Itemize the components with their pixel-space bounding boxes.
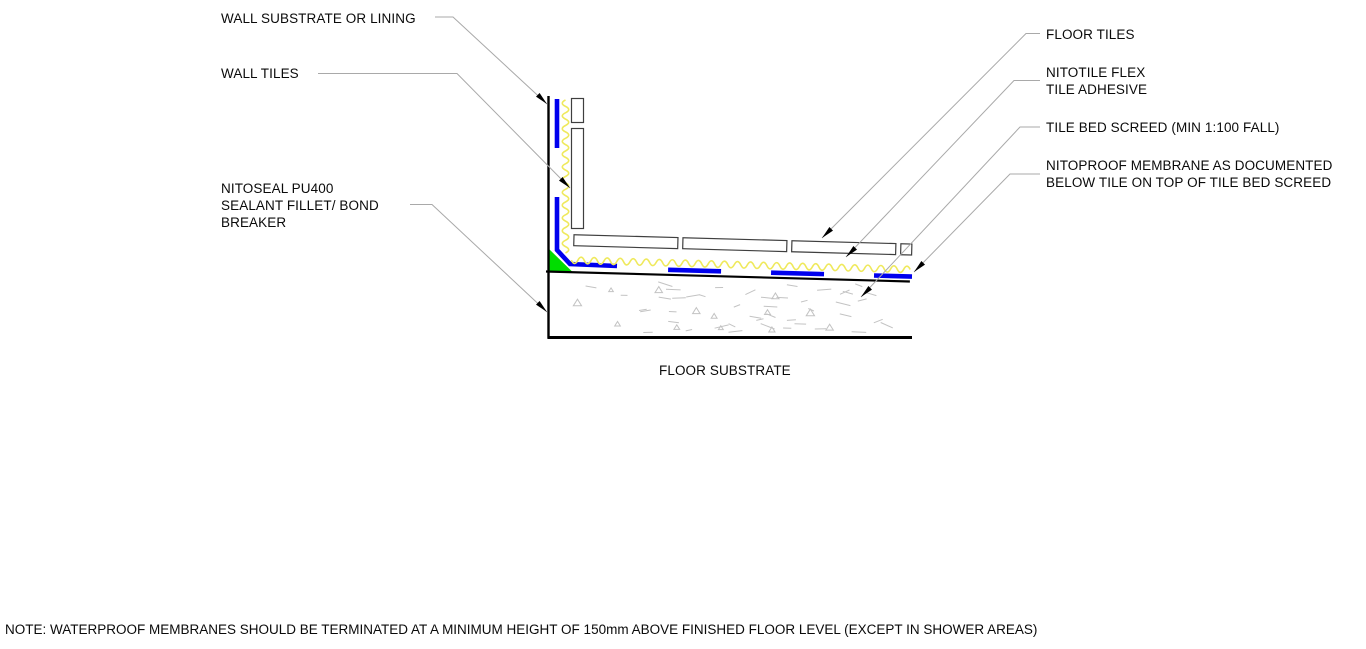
leader-nitoproof (913, 173, 1040, 273)
wall-adhesive-squiggle (561, 99, 570, 254)
concrete-hatch-mark (805, 308, 816, 317)
concrete-hatch-mark (786, 284, 798, 287)
arrowhead-tile-bed-screed (861, 286, 872, 297)
arrowhead-nitoseal (536, 301, 547, 312)
concrete-hatch-mark (800, 299, 808, 303)
arrowhead-wall-tiles (559, 177, 570, 188)
concrete-hatch-mark (880, 322, 894, 329)
leader-floor-tiles (821, 33, 1040, 239)
wall-membrane-corner (554, 197, 618, 269)
concrete-hatch-mark (839, 289, 850, 295)
concrete-hatch-mark (835, 301, 851, 307)
concrete-hatch-mark (771, 292, 780, 300)
screed-top-line (545, 270, 910, 283)
concrete-hatch-mark (786, 319, 796, 321)
concrete-hatch-mark (613, 320, 622, 327)
concrete-hatch-mark (873, 318, 883, 324)
label-nitoseal: NITOSEAL PU400 SEALANT FILLET/ BOND BREA… (221, 181, 379, 230)
concrete-hatch-mark (855, 283, 863, 288)
concrete-hatch-mark (763, 308, 772, 315)
leader-nitoseal (410, 204, 548, 313)
concrete-hatch-mark (698, 294, 706, 298)
concrete-hatch-mark (658, 281, 673, 287)
concrete-hatch-mark (654, 285, 664, 294)
concrete-hatch-mark (745, 289, 756, 296)
concrete-hatch-mark (733, 304, 741, 308)
concrete-hatch-mark (714, 324, 729, 329)
concrete-hatch-mark (691, 306, 701, 315)
floor-tile (791, 240, 897, 256)
concrete-hatch-mark (658, 296, 671, 300)
concrete-hatch-mark (763, 305, 778, 308)
concrete-hatch-mark (672, 297, 686, 299)
floor-assembly (545, 234, 913, 283)
concrete-hatch-mark (572, 298, 583, 307)
concrete-hatch-mark (817, 288, 832, 291)
label-nitoproof: NITOPROOF MEMBRANE AS DOCUMENTED BELOW T… (1046, 158, 1333, 190)
floor-adhesive-squiggle (570, 256, 911, 274)
concrete-hatch-mark (824, 323, 835, 331)
wall-tile (570, 97, 585, 124)
label-wall-substrate: WALL SUBSTRATE OR LINING (221, 11, 416, 26)
concrete-hatch-mark (756, 318, 764, 321)
leader-wall-tiles (318, 73, 571, 189)
concrete-hatch-mark (686, 294, 700, 298)
concrete-hatch-mark (851, 331, 867, 333)
concrete-hatch-mark (717, 324, 725, 331)
concrete-hatch-mark (749, 315, 762, 319)
floor-membrane-dash (668, 267, 722, 274)
leader-nitotile (845, 80, 1040, 258)
concrete-hatch-mark (672, 323, 681, 330)
concrete-hatch-mark (607, 286, 615, 293)
concrete-hatch-mark (585, 285, 597, 289)
concrete-hatch-mark (760, 296, 774, 299)
floor-membrane-dash (770, 270, 825, 277)
concrete-hatch-mark (839, 313, 852, 318)
wall-tile (570, 127, 585, 230)
arrowhead-nitoproof (914, 261, 925, 272)
label-nitotile: NITOTILE FLEX TILE ADHESIVE (1046, 65, 1148, 97)
arrowhead-floor-tiles (822, 227, 833, 238)
leader-wall-substrate (435, 16, 548, 105)
arrowhead-wall-substrate (536, 93, 547, 104)
concrete-hatch-mark (857, 298, 867, 302)
floor-tile (682, 237, 788, 253)
concrete-hatch-mark (685, 329, 693, 332)
concrete-hatch-mark (728, 323, 736, 328)
concrete-hatch-mark (668, 320, 679, 324)
concrete-hatch-mark (728, 330, 743, 333)
concrete-hatch-mark (776, 296, 789, 299)
label-tile-bed-screed: TILE BED SCREED (MIN 1:100 FALL) (1046, 120, 1280, 135)
leader-tile-bed-screed (860, 126, 1040, 298)
sealant-fillet-shape (549, 249, 573, 273)
concrete-hatch-mark (640, 309, 651, 313)
floor-substrate-hatch (572, 281, 894, 333)
label-floor-substrate: FLOOR SUBSTRATE (659, 363, 791, 378)
label-floor-tiles: FLOOR TILES (1046, 27, 1135, 42)
concrete-hatch-mark (638, 308, 647, 311)
note-text: NOTE: WATERPROOF MEMBRANES SHOULD BE TER… (5, 622, 1038, 637)
concrete-hatch-mark (665, 288, 681, 291)
concrete-hatch-mark (710, 312, 718, 319)
label-wall-tiles: WALL TILES (221, 66, 299, 81)
concrete-hatch-mark (767, 326, 776, 333)
arrowhead-nitotile (846, 246, 857, 257)
floor-tile (573, 234, 679, 250)
